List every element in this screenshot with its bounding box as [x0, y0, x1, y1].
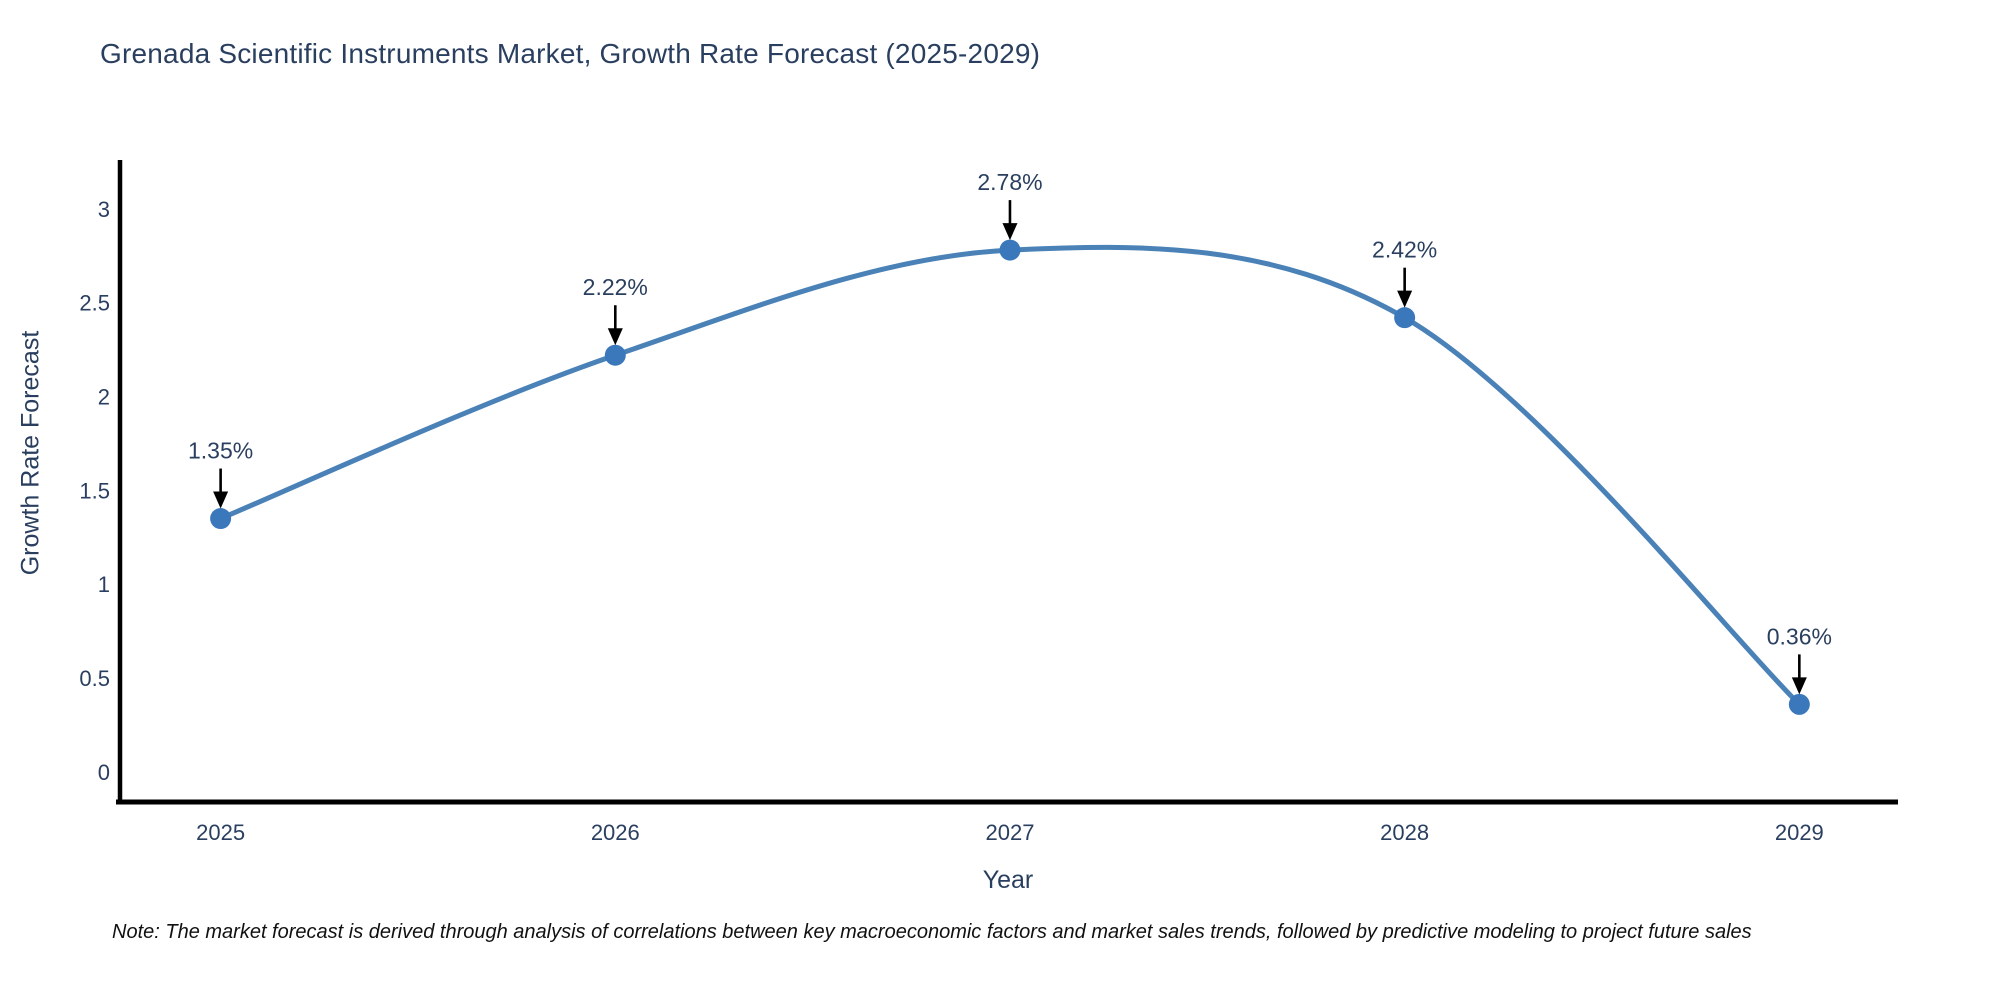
point-annotation-label: 2.42% — [1372, 237, 1437, 263]
x-axis-title: Year — [982, 866, 1034, 894]
x-tick-label: 2027 — [985, 820, 1034, 845]
annotation-arrow-head — [1002, 223, 1018, 241]
data-point-marker — [999, 239, 1021, 261]
x-tick-label: 2028 — [1380, 820, 1429, 845]
point-annotation-label: 0.36% — [1767, 623, 1832, 649]
y-tick-label: 0 — [98, 760, 110, 785]
chart-title: Grenada Scientific Instruments Market, G… — [100, 38, 1041, 69]
annotation-arrow-head — [1397, 290, 1413, 308]
x-tick-label: 2025 — [196, 820, 245, 845]
annotation-arrow-head — [1791, 677, 1807, 695]
y-tick-label: 1 — [98, 572, 110, 597]
annotation-arrow-head — [213, 491, 229, 509]
x-tick-label: 2026 — [591, 820, 640, 845]
footnote: Note: The market forecast is derived thr… — [112, 921, 1752, 943]
y-tick-label: 2.5 — [79, 291, 110, 316]
annotation-arrow-head — [607, 328, 623, 346]
point-annotation-label: 1.35% — [188, 438, 253, 464]
y-tick-label: 3 — [98, 197, 110, 222]
series-line — [218, 244, 1802, 707]
y-axis-title: Growth Rate Forecast — [16, 330, 45, 576]
data-point-marker — [1788, 693, 1810, 715]
x-tick-label: 2029 — [1775, 820, 1824, 845]
point-annotation-label: 2.22% — [583, 274, 648, 300]
data-point-marker — [210, 508, 232, 530]
data-point-marker — [604, 344, 626, 366]
y-tick-label: 0.5 — [79, 666, 110, 691]
y-tick-label: 1.5 — [79, 478, 110, 503]
y-tick-label: 2 — [98, 385, 110, 410]
data-point-marker — [1394, 307, 1416, 329]
point-annotation-label: 2.78% — [977, 169, 1042, 195]
